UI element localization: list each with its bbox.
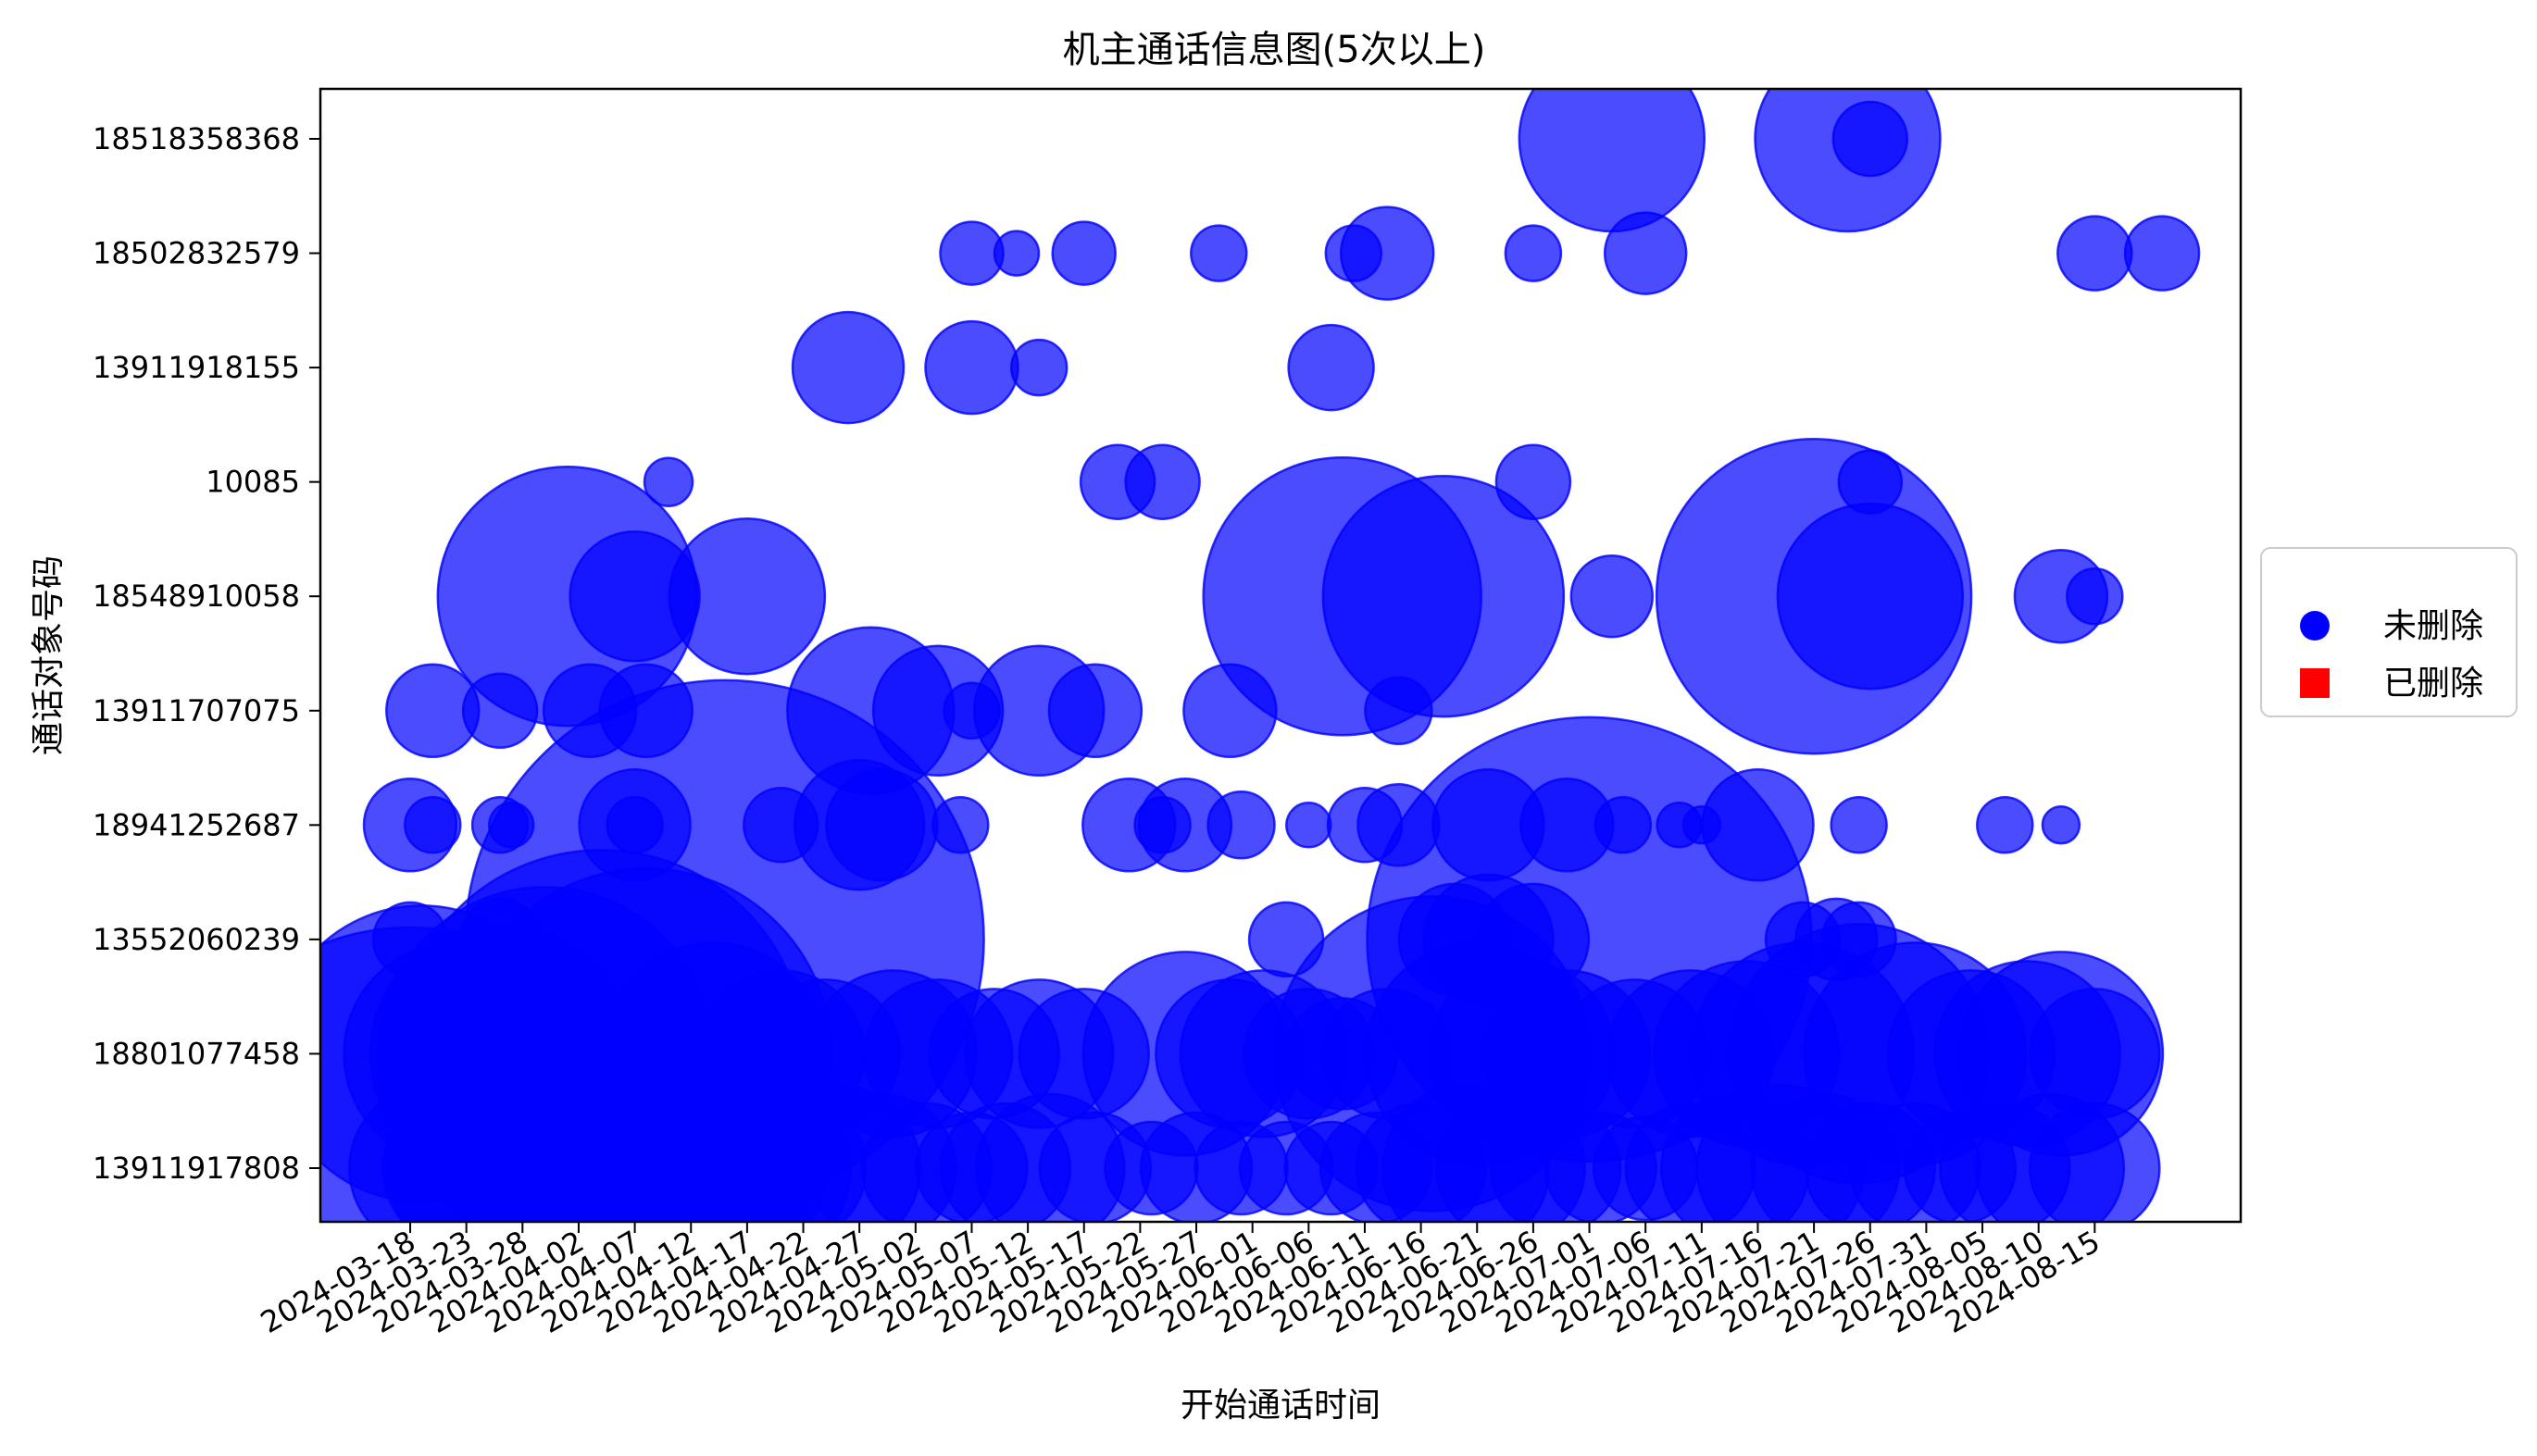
- y-tick-label: 18548910058: [93, 579, 300, 614]
- x-axis: 2024-03-182024-03-232024-03-282024-04-02…: [255, 1222, 2106, 1340]
- y-tick-label: 18941252687: [93, 807, 300, 842]
- call-bubble: [1047, 663, 1144, 759]
- call-bubble: [1831, 100, 1909, 178]
- legend-marker-not-deleted: [2300, 611, 2330, 641]
- y-tick-label: 10085: [206, 465, 300, 500]
- call-bubble: [1837, 449, 1904, 515]
- call-bubble: [606, 796, 664, 854]
- call-bubble: [1247, 901, 1325, 978]
- legend-label-not-deleted: 未删除: [2383, 607, 2483, 645]
- call-bubble: [668, 516, 827, 676]
- call-bubble: [1285, 802, 1332, 849]
- call-bubble: [924, 319, 1019, 416]
- y-tick-label: 13911918155: [93, 350, 300, 385]
- call-bubble: [993, 230, 1041, 277]
- call-bubble: [404, 796, 462, 854]
- call-bubble: [1504, 224, 1563, 282]
- y-tick-label: 13552060239: [93, 922, 300, 957]
- call-bubble: [1009, 338, 1069, 397]
- y-axis: 13911917808 18801077458 13552060239 1894125…: [93, 121, 320, 1186]
- call-bubble: [1321, 474, 1566, 718]
- x-axis-label: 开始通话时间: [1181, 1387, 1381, 1425]
- y-tick-label: 13911707075: [93, 693, 300, 728]
- call-bubble: [1976, 796, 2034, 854]
- call-bubble: [1051, 220, 1117, 286]
- call-bubble: [2029, 988, 2161, 1120]
- call-bubble: [1206, 790, 1276, 860]
- y-tick-label: 18801077458: [93, 1036, 300, 1071]
- call-bubble: [1356, 783, 1441, 867]
- call-bubble: [1776, 502, 1965, 691]
- call-bubble: [2056, 215, 2133, 292]
- call-bubble: [1518, 89, 1706, 233]
- call-bubble: [1124, 443, 1201, 520]
- call-bubble: [1190, 224, 1248, 282]
- call-bubble: [1287, 323, 1375, 412]
- call-bubble: [1569, 554, 1655, 639]
- call-bubble: [2066, 566, 2124, 626]
- call-bubble: [1593, 796, 1653, 854]
- y-axis-label: 通话对象号码: [30, 555, 68, 755]
- bubbles-layer: [320, 89, 2201, 1222]
- legend: 未删除 已删除: [2260, 547, 2518, 717]
- call-bubble: [1701, 768, 1815, 882]
- call-bubble: [371, 901, 449, 978]
- call-bubble: [2123, 215, 2201, 292]
- call-bubble: [1339, 205, 1435, 301]
- y-tick-label: 18518358368: [93, 121, 300, 156]
- plot-area-frame: [319, 87, 2243, 1224]
- legend-marker-deleted: [2300, 668, 2330, 698]
- call-bubble: [2041, 805, 2081, 845]
- call-bubble: [1830, 796, 1888, 854]
- call-bubble: [1494, 443, 1572, 520]
- chart-title: 机主通话信息图(5次以上): [1063, 29, 1486, 71]
- call-bubble: [643, 456, 694, 507]
- y-tick-label: 18502832579: [93, 236, 300, 271]
- legend-label-deleted: 已删除: [2383, 665, 2483, 703]
- call-bubble: [487, 802, 535, 849]
- call-bubble: [1820, 901, 1897, 978]
- call-bubble: [931, 796, 990, 854]
- call-bubble: [791, 310, 906, 425]
- y-tick-label: 13911917808: [93, 1151, 300, 1186]
